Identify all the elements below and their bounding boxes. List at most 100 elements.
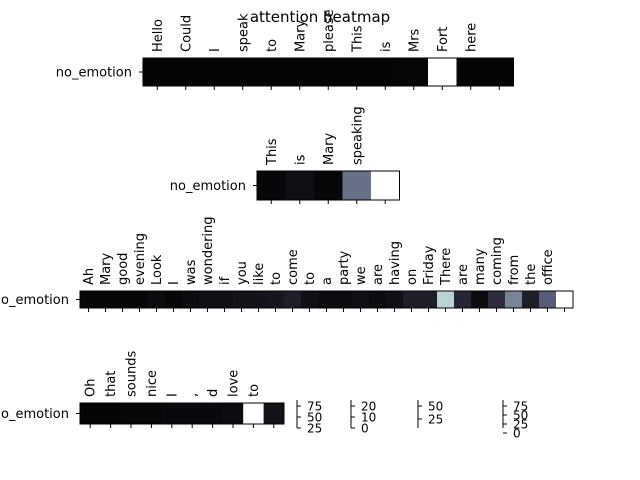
token-label: coming (490, 237, 505, 285)
token-label: I (165, 393, 180, 397)
row-label: no_emotion (170, 179, 246, 194)
heatmap-cell (199, 291, 217, 308)
token-label: to (265, 39, 280, 52)
heatmap-cell (371, 171, 400, 200)
token-label: There (439, 248, 454, 286)
colorbar-tick-label: 25 (307, 422, 322, 436)
token-label: that (104, 371, 119, 397)
heatmap-cell (216, 291, 234, 308)
token-label: wondering (201, 216, 216, 285)
heatmap-panel-4: no_emotion Oh that sounds nice I, d love to (0, 351, 285, 428)
token-label: here (464, 23, 479, 52)
token-label: evening (133, 233, 148, 285)
heatmap-cell (352, 291, 370, 308)
token-label: Could (179, 15, 194, 52)
token-label: sounds (125, 351, 140, 397)
token-label: nice (145, 370, 160, 397)
token-label: please (322, 9, 337, 52)
heatmap-cell (314, 171, 343, 200)
heatmap-cell (100, 403, 122, 424)
token-label: are (456, 264, 471, 285)
heatmap-cell (171, 58, 201, 86)
heatmap-cell (371, 58, 400, 86)
heatmap-cell (285, 171, 315, 200)
heatmap-cell (263, 403, 285, 424)
chart-title: attention heatmap (250, 8, 390, 26)
token-label: to (303, 272, 318, 285)
colorbar-tick-label: 75 (513, 400, 528, 414)
heatmap-cell (131, 291, 149, 308)
token-label: is (293, 154, 308, 165)
heatmap-cell (250, 291, 268, 308)
row-label: no_emotion (56, 66, 132, 81)
heatmap-cell (318, 291, 336, 308)
heatmap-cell (428, 58, 457, 86)
heatmap-cell (161, 403, 183, 424)
token-label: on (405, 269, 420, 285)
colorbar-tick-label: 25 (513, 418, 528, 432)
heatmap-cell (165, 291, 183, 308)
token-label: many (473, 248, 488, 285)
colorbar-tick-label: 75 (307, 400, 322, 414)
token-label: speak (236, 13, 251, 52)
token-label: a (320, 277, 335, 285)
heatmap-cell (403, 291, 421, 308)
colorbar-tick-label: 50 (513, 409, 528, 423)
colorbar-tick-label: 50 (307, 411, 322, 425)
heatmap-cell (143, 58, 172, 86)
heatmap-cell (120, 403, 142, 424)
heatmap-cell (369, 291, 387, 308)
token-label: Mary (322, 132, 337, 165)
heatmap-cell (471, 291, 489, 308)
token-label: the (524, 264, 539, 285)
token-label: Look (150, 254, 165, 285)
heatmap-cell (257, 58, 286, 86)
token-label: , (186, 393, 201, 397)
token-label: are (371, 264, 386, 285)
heatmap-cell (228, 58, 258, 86)
heatmap-cell (335, 291, 353, 308)
token-label: to (247, 384, 262, 397)
token-label: office (541, 249, 556, 285)
token-label: d (206, 389, 221, 397)
token-label: party (337, 250, 352, 285)
token-label: This (265, 138, 280, 166)
heatmap-cell (539, 291, 557, 308)
colorbar-tick-label: 0 (513, 427, 521, 441)
heatmap-cell (556, 291, 574, 308)
heatmap-cell (267, 291, 285, 308)
heatmap-cell (243, 403, 264, 424)
heatmap-cell (386, 291, 404, 308)
token-label: Mrs (407, 28, 422, 52)
token-label: Ah (82, 268, 97, 285)
heatmap-cell (257, 171, 286, 200)
token-label: love (227, 370, 242, 397)
token-label: good (116, 253, 131, 285)
token-label: to (269, 272, 284, 285)
token-label: we (354, 266, 369, 285)
heatmap-cell (233, 291, 251, 308)
token-label: having (388, 241, 403, 285)
heatmap-cell (454, 291, 472, 308)
heatmap-cell (314, 58, 343, 86)
heatmap-cell (437, 291, 455, 308)
heatmap-cell (80, 291, 98, 308)
heatmap-cell (399, 58, 429, 86)
row-label: no_emotion (0, 407, 69, 422)
heatmap-cell (141, 403, 162, 424)
token-label: speaking (350, 106, 365, 165)
token-label: I (208, 48, 223, 52)
token-label: come (286, 249, 301, 285)
heatmap-cell (485, 58, 514, 86)
heatmap-cell (301, 291, 319, 308)
heatmap-cell (182, 291, 200, 308)
heatmap-cell (522, 291, 540, 308)
heatmap-cell (342, 58, 372, 86)
heatmap-cell (488, 291, 506, 308)
